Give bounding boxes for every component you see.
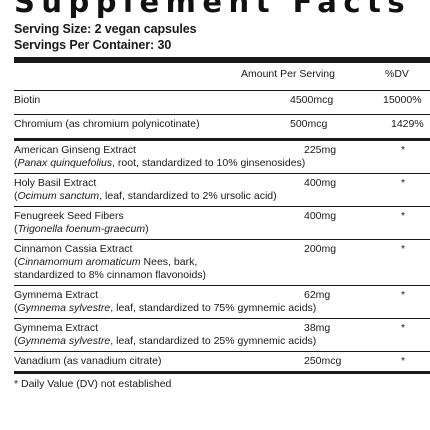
thick-divider: [14, 57, 430, 63]
nutrient-amount: 4500mcg: [290, 94, 334, 106]
divider: [14, 173, 430, 174]
serving-size: Serving Size: 2 vegan capsules: [14, 22, 197, 36]
ingredient-name: Cinnamon Cassia Extract: [14, 243, 133, 255]
section-divider: [14, 371, 430, 374]
latin-name: Cinnamomum aromaticum: [17, 256, 141, 268]
nutrient-name: Biotin: [14, 94, 41, 106]
column-header-row: Amount Per Serving %DV: [14, 63, 430, 90]
divider: [14, 239, 430, 240]
ingredient-detail-continued: standardized to 8% cinnamon flavonoids): [14, 269, 207, 281]
ingredient-amount: 400mg: [304, 210, 337, 222]
ingredient-dv: *: [401, 289, 406, 301]
ingredient-name: Fenugreek Seed Fibers: [14, 210, 124, 222]
ingredient-name: Vanadium (as vanadium citrate): [14, 355, 162, 367]
dv-header: %DV: [385, 68, 409, 80]
ingredient-row-gymnema-75: Gymnema Extract (Gymnema sylvestre, leaf…: [14, 286, 430, 318]
ingredient-detail: (Gymnema sylvestre, leaf, standardized t…: [14, 335, 317, 347]
ingredient-dv: *: [401, 355, 406, 367]
ingredient-dv: *: [401, 144, 406, 156]
ingredient-row-vanadium: Vanadium (as vanadium citrate) 250mcg *: [14, 352, 430, 371]
ingredient-amount: 62mg: [304, 289, 331, 301]
latin-name: Gymnema sylvestre: [17, 335, 111, 347]
ingredient-detail: (Trigonella foenum-graecum): [14, 223, 149, 235]
nutrient-dv: 1429%: [391, 118, 424, 130]
nutrient-row-biotin: Biotin 4500mcg 15000%: [14, 91, 430, 114]
ingredient-dv: *: [401, 177, 406, 189]
ingredient-detail: (Cinnamomum aromaticum Nees, bark,: [14, 256, 198, 268]
ingredient-name: Gymnema Extract: [14, 289, 99, 301]
ingredient-amount: 225mg: [304, 144, 337, 156]
divider: [14, 351, 430, 352]
nutrient-dv: 15000%: [383, 94, 422, 106]
divider: [14, 90, 430, 91]
ingredient-row-cinnamon-cassia: Cinnamon Cassia Extract (Cinnamomum arom…: [14, 240, 430, 285]
latin-name: Trigonella foenum-graecum: [17, 223, 146, 235]
latin-name: Panax quinquefolius: [17, 157, 113, 169]
divider: [14, 114, 430, 115]
footnote: * Daily Value (DV) not established: [14, 378, 172, 390]
ingredient-dv: *: [401, 322, 406, 334]
ingredient-amount: 38mg: [304, 322, 331, 334]
ingredient-amount: 250mcg: [304, 355, 342, 367]
ingredient-name: Gymnema Extract: [14, 322, 99, 334]
ingredient-amount: 400mg: [304, 177, 337, 189]
nutrient-row-chromium: Chromium (as chromium polynicotinate) 50…: [14, 115, 430, 138]
ingredient-detail: (Ocimum sanctum, leaf, standardized to 2…: [14, 190, 277, 202]
ingredient-row-gymnema-25: Gymnema Extract (Gymnema sylvestre, leaf…: [14, 319, 430, 351]
divider: [14, 285, 430, 286]
divider: [14, 206, 430, 207]
latin-name: Gymnema sylvestre: [17, 302, 111, 314]
ingredient-amount: 200mg: [304, 243, 337, 255]
ingredient-detail: (Gymnema sylvestre, leaf, standardized t…: [14, 302, 317, 314]
amount-header: Amount Per Serving: [241, 68, 335, 80]
nutrient-amount: 500mcg: [290, 118, 328, 130]
nutrient-name: Chromium (as chromium polynicotinate): [14, 118, 200, 130]
ingredient-name: American Ginseng Extract: [14, 144, 136, 156]
ingredient-row-holy-basil: Holy Basil Extract (Ocimum sanctum, leaf…: [14, 174, 430, 206]
ingredient-dv: *: [401, 210, 406, 222]
ingredient-name: Holy Basil Extract: [14, 177, 97, 189]
section-divider: [14, 138, 430, 141]
servings-per-container: Servings Per Container: 30: [14, 38, 172, 52]
supplement-facts-panel: Supplement Facts Serving Size: 2 vegan c…: [14, 0, 430, 390]
ingredient-dv: *: [401, 243, 406, 255]
panel-title: Supplement Facts: [14, 0, 412, 19]
ingredient-detail: (Panax quinquefolius, root, standardized…: [14, 157, 306, 169]
divider: [14, 318, 430, 319]
ingredient-row-fenugreek: Fenugreek Seed Fibers (Trigonella foenum…: [14, 207, 430, 239]
ingredient-row-american-ginseng: American Ginseng Extract (Panax quinquef…: [14, 141, 430, 173]
latin-name: Ocimum sanctum: [17, 190, 100, 202]
